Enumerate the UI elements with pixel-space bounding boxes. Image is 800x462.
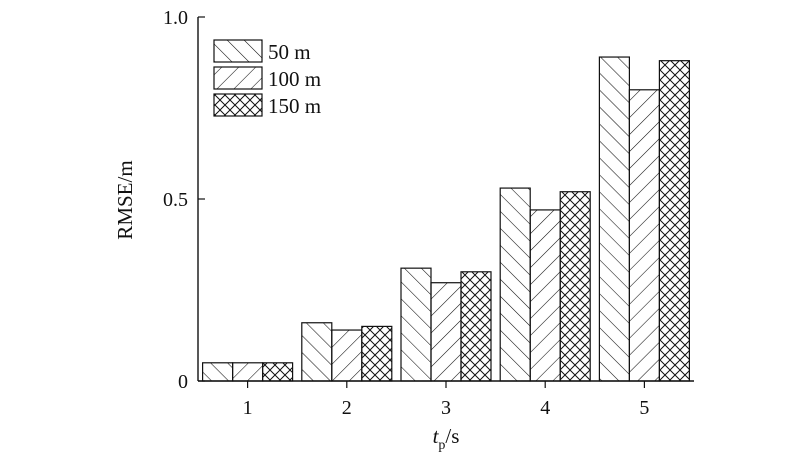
x-axis-title: tp/s — [433, 424, 460, 453]
bar-backslash-2 — [301, 322, 333, 382]
bars-group — [202, 56, 691, 382]
bar-cross-4 — [559, 191, 591, 382]
y-tick-label: 1.0 — [163, 7, 188, 29]
legend-label: 100 m — [268, 67, 321, 91]
x-tick-label: 3 — [441, 397, 451, 419]
y-ticks: 0 0.5 1.0 — [163, 7, 205, 393]
legend-swatch-backslash — [213, 39, 263, 63]
bar-backslash-1 — [202, 362, 234, 382]
y-tick-label: 0 — [178, 371, 188, 393]
legend-swatch-slash — [213, 66, 263, 90]
x-tick-label: 4 — [540, 397, 550, 419]
x-tick-label: 2 — [342, 397, 352, 419]
x-tick-label: 5 — [639, 397, 649, 419]
legend: 50 m 100 m 150 m — [213, 39, 321, 118]
bar-cross-2 — [361, 325, 393, 382]
bar-backslash-5 — [598, 56, 631, 382]
x-tick-label: 1 — [243, 397, 253, 419]
bar-slash-2 — [331, 329, 363, 382]
bar-cross-3 — [460, 271, 492, 382]
x-ticks: 1 2 3 4 5 — [243, 381, 649, 419]
bar-cross-5 — [658, 60, 691, 382]
bar-slash-3 — [430, 282, 462, 382]
legend-label: 150 m — [268, 94, 321, 118]
bar-backslash-4 — [499, 187, 531, 382]
x-axis-title-sub: p — [438, 438, 445, 453]
bar-backslash-3 — [400, 267, 432, 382]
bar-slash-1 — [232, 362, 264, 382]
x-axis-title-main: t — [433, 424, 440, 448]
bar-cross-1 — [262, 362, 294, 382]
x-axis-title-rest: /s — [445, 424, 459, 448]
bar-slash-4 — [529, 209, 561, 382]
legend-label: 50 m — [268, 40, 311, 64]
y-axis-title: RMSE/m — [113, 160, 137, 239]
y-tick-label: 0.5 — [163, 189, 188, 211]
legend-swatch-cross — [213, 93, 263, 117]
bar-slash-5 — [628, 89, 661, 382]
